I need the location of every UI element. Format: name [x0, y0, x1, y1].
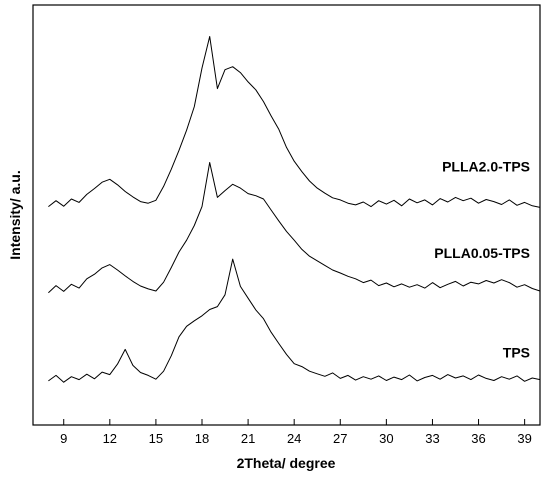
series-label: TPS: [503, 345, 530, 361]
x-tick-label: 30: [379, 431, 393, 446]
x-tick-label: 33: [425, 431, 439, 446]
x-axis-label: 2Theta/ degree: [237, 455, 336, 471]
series-line: [48, 162, 541, 294]
x-tick-label: 15: [149, 431, 163, 446]
x-tick-label: 24: [287, 431, 301, 446]
x-tick-label: 27: [333, 431, 347, 446]
series-label: PLLA0.05-TPS: [434, 245, 530, 261]
x-tick-label: 21: [241, 431, 255, 446]
x-tick-label: 39: [517, 431, 531, 446]
series-line: [48, 36, 541, 208]
series-line: [48, 258, 541, 383]
x-tick-label: 18: [195, 431, 209, 446]
y-axis-label: Intensity/ a.u.: [7, 170, 23, 259]
x-tick-label: 12: [103, 431, 117, 446]
series-label: PLLA2.0-TPS: [442, 158, 530, 174]
x-tick-label: 36: [471, 431, 485, 446]
x-tick-label: 9: [60, 431, 67, 446]
plot-frame: [32, 4, 541, 426]
